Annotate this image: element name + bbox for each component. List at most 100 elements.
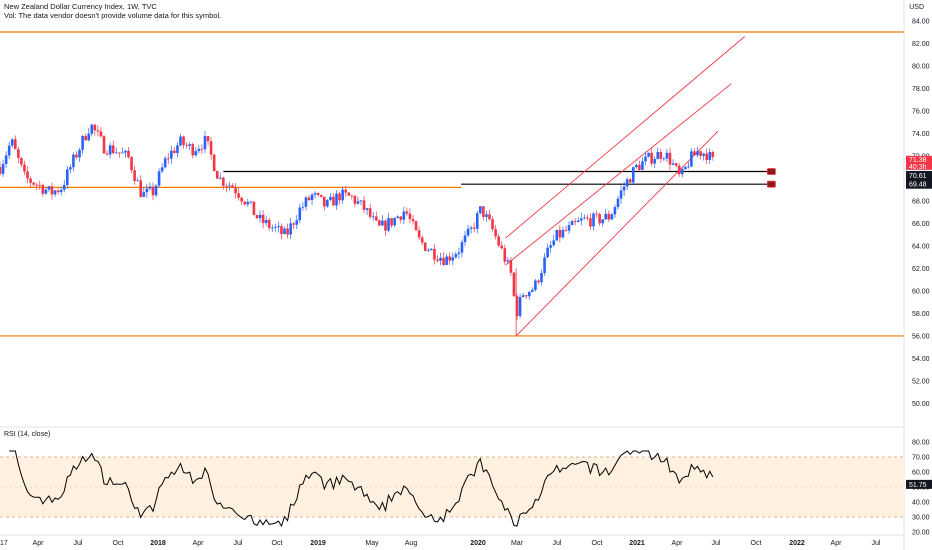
candle-body [53,190,57,195]
candle-body [20,157,23,165]
candle-body [0,167,2,174]
candle-body [4,155,8,165]
candle-body [78,149,81,158]
candle-body [583,217,586,219]
candle-body [225,185,228,187]
candle-body [586,217,589,219]
candle-body [99,131,103,137]
price-axis-tick: 50.00 [912,401,930,408]
candle-body [402,211,406,220]
candle-body [442,257,445,265]
candle-body [549,245,552,248]
candle-body [619,190,623,199]
price-axis-tick: 58.00 [912,311,930,318]
time-axis-tick: Jul [712,540,721,547]
time-axis-tick: 2021 [629,540,645,547]
price-axis-tick: 56.00 [912,333,930,340]
candle-body [114,152,118,154]
time-axis-tick: Jul [234,540,243,547]
candle-body [451,257,455,261]
candle-body [301,206,305,208]
time-axis-tick: 2020 [470,540,486,547]
candle-body [356,201,360,204]
candle-body [399,216,403,220]
candle-body [246,201,250,205]
volume-note: Vol: The data vendor doesn't provide vol… [4,11,222,20]
candle-body [638,164,641,170]
candle-body [631,167,635,183]
candle-body [121,152,124,154]
candle-body [87,133,91,141]
time-axis-tick: Oct [113,540,124,547]
candle-body [170,150,173,159]
candle-body [154,185,158,196]
candle-body [304,197,308,207]
price-axis-tick: 60.00 [912,288,930,295]
candle-body [353,195,357,204]
candle-body [387,218,390,231]
candle-body [341,189,344,201]
price-axis-tick: 52.00 [912,378,930,385]
candle-body [145,188,149,193]
time-axis-tick: Oct [751,540,762,547]
candle-body [488,214,491,220]
candle-body [218,177,222,179]
candle-body [537,280,540,283]
currency-label[interactable]: USD [909,4,924,11]
candle-body [322,196,326,207]
candle-body [616,198,620,208]
candle-body [50,186,54,195]
candle-body [552,240,556,246]
time-axis-tick: Oct [272,540,283,547]
candle-body [485,214,488,217]
price-level-badge-label: 70.61 [909,173,927,180]
candle-body [665,152,669,159]
candle-body [430,248,433,251]
candle-body [274,227,277,229]
candle-body [118,152,121,154]
candle-body [347,192,351,196]
candle-body [23,164,26,172]
candle-body [433,248,436,260]
candle-body [448,256,452,261]
candle-body [711,152,715,157]
candle-body [102,136,106,154]
candle-body [491,219,494,230]
candle-body [423,242,427,251]
candle-body [570,221,574,226]
candle-body [362,200,366,210]
price-axis-tick: 68.00 [912,198,930,205]
candle-body [396,216,400,219]
rsi-axis-tick: 40.00 [912,500,930,507]
candle-body [368,208,372,217]
candle-body [179,136,182,146]
candle-body [62,184,66,190]
candle-body [203,136,207,150]
price-level-badge-label: 69.48 [909,182,927,189]
candle-body [157,171,161,186]
candle-body [13,139,17,150]
candle-body [29,178,32,183]
candle-body [329,196,332,201]
candle-body [75,154,78,158]
candle-body [674,163,678,166]
time-axis-tick: 2019 [310,540,326,547]
candle-body [414,221,418,231]
candle-body [148,186,152,189]
candle-body [17,149,20,158]
candle-body [231,185,234,188]
candle-body [671,163,675,165]
rsi-axis-tick: 30.00 [912,515,930,522]
candle-body [133,170,136,181]
candle-body [215,170,219,179]
time-axis-tick: May [365,540,379,547]
trend-channel-line [515,130,719,337]
candle-body [579,218,583,221]
rsi-indicator-label[interactable]: RSI (14, close) [4,431,51,438]
time-axis-tick: Apr [672,540,684,547]
candle-body [270,227,274,229]
trend-channel-line [505,36,746,239]
candle-body [264,220,268,224]
rsi-axis-tick: 70.00 [912,455,930,462]
